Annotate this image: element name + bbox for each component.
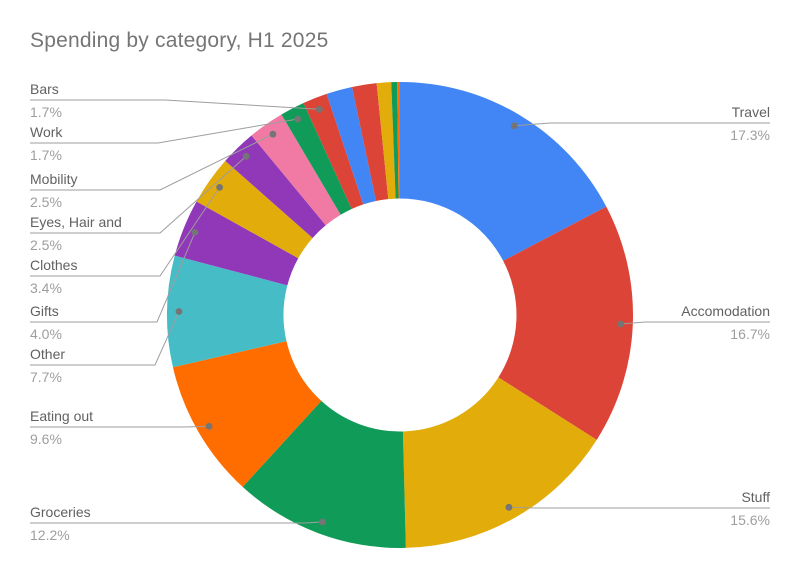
slice-pct-eyes-hair-and: 2.5% <box>30 237 62 253</box>
pie-slice-work[interactable] <box>281 102 352 215</box>
leader-dot-gifts <box>191 229 199 236</box>
slice-pct-eating-out: 9.6% <box>30 431 62 447</box>
leader-line-eyes-hair-and <box>30 155 247 234</box>
slice-name-other: Other <box>30 346 66 362</box>
pie-slice-clothes[interactable] <box>196 160 313 259</box>
leader-dot-travel <box>510 122 518 130</box>
leader-dot-eating-out <box>205 422 213 430</box>
pie-slice-accomodation[interactable] <box>498 206 634 440</box>
leader-dot-other <box>175 308 183 315</box>
slice-pct-other: 7.7% <box>30 369 62 385</box>
slice-name-clothes: Clothes <box>30 257 78 273</box>
pie-slice-other[interactable] <box>167 255 288 368</box>
slice-name-mobility: Mobility <box>30 171 78 187</box>
leader-line-bars <box>30 99 320 110</box>
slice-pct-accomodation: 16.7% <box>730 326 770 342</box>
pie-slice-stuff[interactable] <box>402 377 597 548</box>
slice-pct-work: 1.7% <box>30 147 62 163</box>
slice-pct-travel: 17.3% <box>730 127 770 143</box>
leader-dot-eyes-hair-and <box>242 152 250 160</box>
leader-line-work <box>30 118 298 144</box>
pie-slice-bars[interactable] <box>303 93 364 209</box>
slice-name-accomodation: Accomodation <box>681 303 770 319</box>
slice-pct-stuff: 15.6% <box>730 512 770 528</box>
pie-slice-eating-out[interactable] <box>172 341 322 487</box>
slice-name-work: Work <box>30 124 63 140</box>
leader-line-clothes <box>30 187 221 277</box>
leader-dot-accomodation <box>617 320 625 328</box>
slice-pct-clothes: 3.4% <box>30 280 62 296</box>
slice-name-eating-out: Eating out <box>30 408 94 424</box>
leader-dot-groceries <box>319 518 326 526</box>
leader-dot-stuff <box>505 503 513 511</box>
chart-title: Spending by category, H1 2025 <box>30 29 329 52</box>
slice-name-gifts: Gifts <box>30 303 59 319</box>
leader-dot-clothes <box>216 184 224 191</box>
leader-line-stuff <box>508 506 770 509</box>
pie-slice-groceries[interactable] <box>242 400 406 549</box>
pie-slice-unlabeled-12[interactable] <box>326 86 377 205</box>
slice-name-bars: Bars <box>30 81 59 97</box>
pie-slice-mobility[interactable] <box>251 114 341 226</box>
slice-name-groceries: Groceries <box>30 504 91 520</box>
slice-pct-gifts: 4.0% <box>30 326 62 342</box>
leader-line-travel <box>514 122 770 127</box>
leader-line-groceries <box>30 521 323 524</box>
leader-line-gifts <box>30 232 196 323</box>
slice-name-eyes-hair-and: Eyes, Hair and <box>30 214 122 230</box>
leader-line-other <box>30 311 180 366</box>
slice-pct-bars: 1.7% <box>30 104 62 120</box>
leader-dot-bars <box>315 105 323 113</box>
pie-slice-unlabeled-15[interactable] <box>391 82 399 199</box>
leader-line-accomodation <box>620 321 770 325</box>
leader-line-eating-out <box>30 425 210 428</box>
pie-slice-eyes-hair-and[interactable] <box>225 135 326 238</box>
leader-dot-mobility <box>269 130 277 138</box>
slice-name-travel: Travel <box>731 104 770 120</box>
slice-pct-mobility: 2.5% <box>30 194 62 210</box>
pie-slice-gifts[interactable] <box>174 201 299 286</box>
pie-slice-travel[interactable] <box>400 82 607 261</box>
pie-slice-unlabeled-13[interactable] <box>352 83 389 201</box>
pie-slice-unlabeled-14[interactable] <box>376 82 396 200</box>
leader-line-mobility <box>30 133 274 191</box>
slice-name-stuff: Stuff <box>741 489 770 505</box>
leader-dot-work <box>294 115 302 123</box>
slice-pct-groceries: 12.2% <box>30 527 70 543</box>
pie-slice-unlabeled-16[interactable] <box>397 82 400 199</box>
